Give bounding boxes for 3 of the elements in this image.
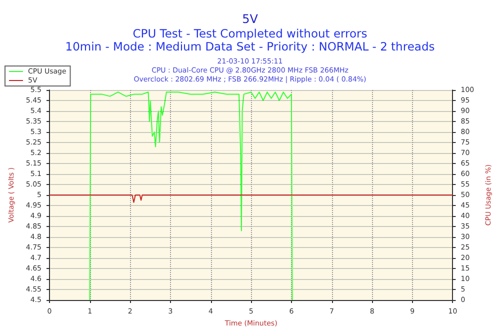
chart-title: 5V bbox=[242, 12, 259, 26]
line-series bbox=[89, 92, 293, 300]
chart-subtitle: CPU Test - Test Completed without errors 10min - Mode : Medium Data Set - Priority : NORMAL - 2 threads bbox=[65, 26, 435, 54]
